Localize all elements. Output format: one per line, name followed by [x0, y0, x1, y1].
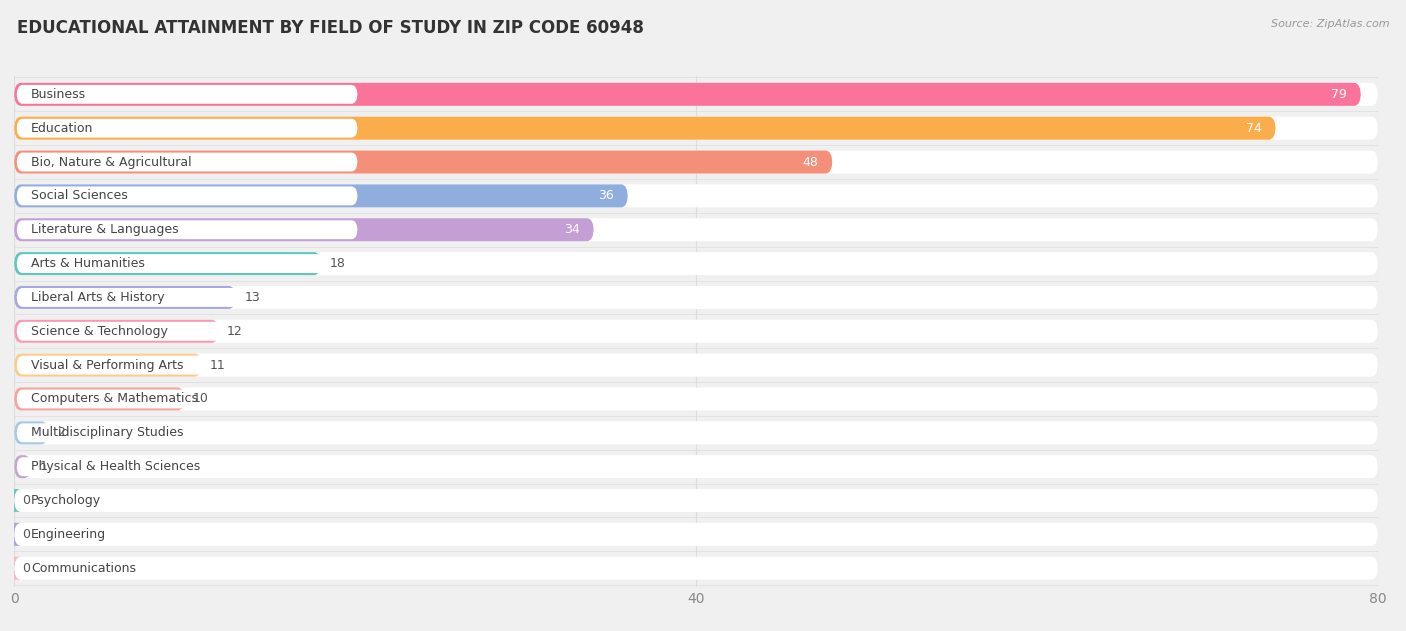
FancyBboxPatch shape: [14, 320, 219, 343]
FancyBboxPatch shape: [17, 153, 357, 172]
Text: Communications: Communications: [31, 562, 136, 575]
FancyBboxPatch shape: [7, 523, 21, 546]
Text: 0: 0: [22, 494, 31, 507]
FancyBboxPatch shape: [14, 523, 1378, 546]
Text: 36: 36: [599, 189, 614, 203]
FancyBboxPatch shape: [17, 559, 357, 577]
FancyBboxPatch shape: [14, 320, 1378, 343]
FancyBboxPatch shape: [14, 557, 1378, 580]
Text: 0: 0: [22, 562, 31, 575]
FancyBboxPatch shape: [17, 119, 357, 138]
FancyBboxPatch shape: [14, 184, 1378, 208]
Text: 34: 34: [564, 223, 581, 236]
Text: Business: Business: [31, 88, 86, 101]
FancyBboxPatch shape: [14, 387, 1378, 411]
FancyBboxPatch shape: [17, 525, 357, 544]
Text: Multidisciplinary Studies: Multidisciplinary Studies: [31, 427, 184, 439]
Text: Education: Education: [31, 122, 93, 134]
FancyBboxPatch shape: [14, 218, 1378, 241]
FancyBboxPatch shape: [17, 457, 357, 476]
FancyBboxPatch shape: [14, 387, 184, 411]
Text: 1: 1: [39, 460, 48, 473]
FancyBboxPatch shape: [14, 489, 1378, 512]
Text: Social Sciences: Social Sciences: [31, 189, 128, 203]
FancyBboxPatch shape: [17, 85, 357, 103]
FancyBboxPatch shape: [17, 186, 357, 205]
FancyBboxPatch shape: [7, 489, 21, 512]
FancyBboxPatch shape: [17, 389, 357, 408]
FancyBboxPatch shape: [14, 151, 832, 174]
Text: Visual & Performing Arts: Visual & Performing Arts: [31, 358, 184, 372]
Text: 0: 0: [22, 528, 31, 541]
FancyBboxPatch shape: [14, 151, 1378, 174]
Text: 2: 2: [56, 427, 65, 439]
FancyBboxPatch shape: [14, 353, 1378, 377]
FancyBboxPatch shape: [14, 455, 1378, 478]
FancyBboxPatch shape: [7, 557, 21, 580]
Text: 79: 79: [1331, 88, 1347, 101]
FancyBboxPatch shape: [14, 252, 1378, 275]
FancyBboxPatch shape: [14, 117, 1378, 139]
Text: 74: 74: [1246, 122, 1263, 134]
FancyBboxPatch shape: [14, 353, 201, 377]
FancyBboxPatch shape: [14, 286, 236, 309]
Text: EDUCATIONAL ATTAINMENT BY FIELD OF STUDY IN ZIP CODE 60948: EDUCATIONAL ATTAINMENT BY FIELD OF STUDY…: [17, 19, 644, 37]
FancyBboxPatch shape: [17, 220, 357, 239]
Text: Bio, Nature & Agricultural: Bio, Nature & Agricultural: [31, 155, 191, 168]
Text: Source: ZipAtlas.com: Source: ZipAtlas.com: [1271, 19, 1389, 29]
FancyBboxPatch shape: [17, 288, 357, 307]
Text: 12: 12: [228, 325, 243, 338]
FancyBboxPatch shape: [14, 422, 1378, 444]
Text: 13: 13: [245, 291, 260, 304]
FancyBboxPatch shape: [17, 356, 357, 375]
Text: 10: 10: [193, 392, 209, 406]
Text: Science & Technology: Science & Technology: [31, 325, 167, 338]
FancyBboxPatch shape: [17, 491, 357, 510]
FancyBboxPatch shape: [14, 422, 48, 444]
FancyBboxPatch shape: [14, 455, 31, 478]
FancyBboxPatch shape: [17, 322, 357, 341]
FancyBboxPatch shape: [14, 83, 1378, 106]
FancyBboxPatch shape: [14, 218, 593, 241]
Text: Psychology: Psychology: [31, 494, 101, 507]
Text: 48: 48: [803, 155, 818, 168]
Text: Physical & Health Sciences: Physical & Health Sciences: [31, 460, 201, 473]
Text: Engineering: Engineering: [31, 528, 107, 541]
Text: 18: 18: [329, 257, 346, 270]
Text: Liberal Arts & History: Liberal Arts & History: [31, 291, 165, 304]
Text: Arts & Humanities: Arts & Humanities: [31, 257, 145, 270]
Text: Computers & Mathematics: Computers & Mathematics: [31, 392, 198, 406]
FancyBboxPatch shape: [17, 254, 357, 273]
FancyBboxPatch shape: [14, 286, 1378, 309]
Text: Literature & Languages: Literature & Languages: [31, 223, 179, 236]
FancyBboxPatch shape: [14, 184, 627, 208]
FancyBboxPatch shape: [14, 117, 1275, 139]
Text: 11: 11: [209, 358, 226, 372]
FancyBboxPatch shape: [17, 423, 357, 442]
FancyBboxPatch shape: [14, 252, 321, 275]
FancyBboxPatch shape: [14, 83, 1361, 106]
